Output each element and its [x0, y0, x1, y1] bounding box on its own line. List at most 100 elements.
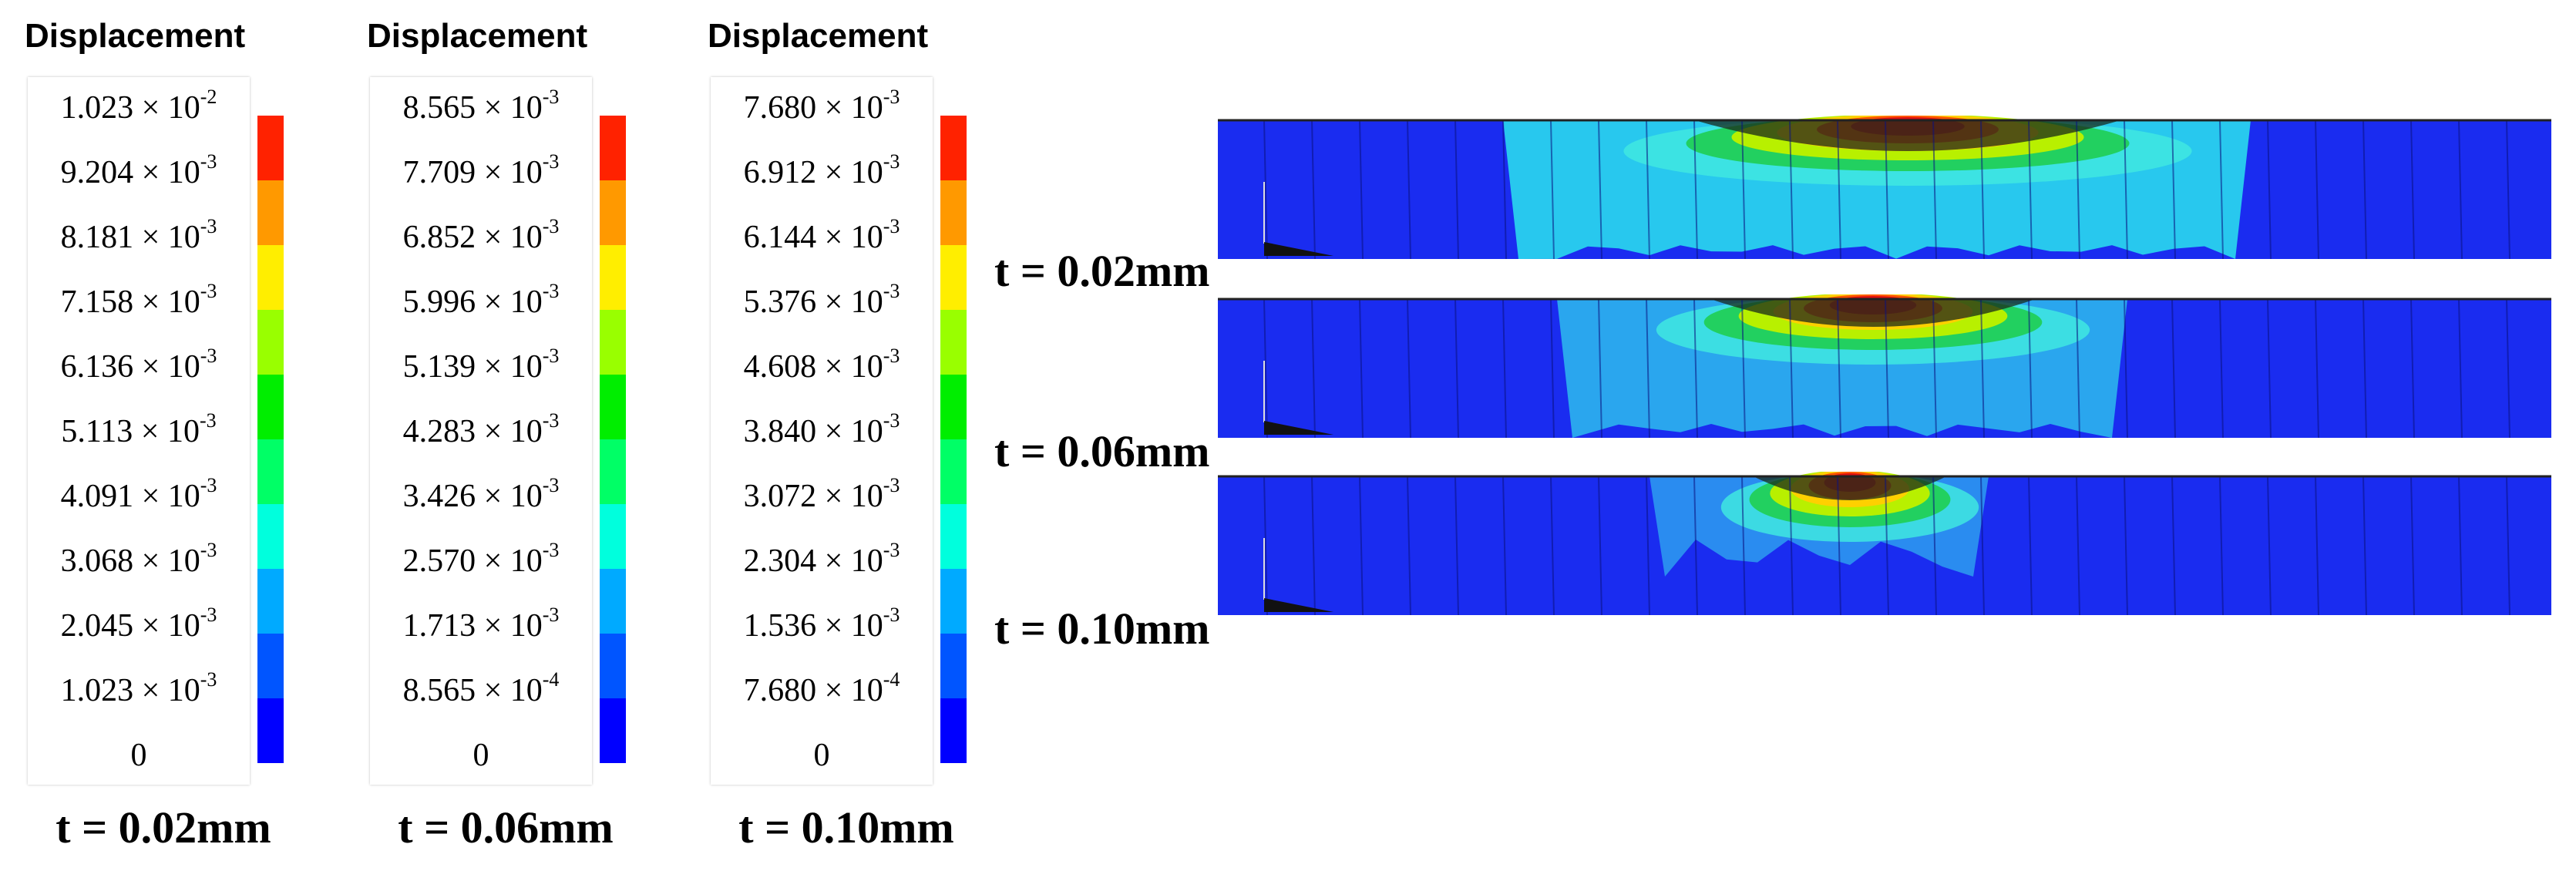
color-bar-segment [257, 375, 284, 439]
mesh-line [2028, 476, 2033, 616]
mesh-line [1932, 298, 1937, 439]
mesh-line [2219, 119, 2224, 260]
mesh-line [1598, 298, 1602, 439]
legend-value: 3.426 × 10-3 [402, 474, 560, 515]
mesh-line [2506, 119, 2510, 260]
mesh-line [1646, 119, 1650, 260]
color-bar-segment [600, 310, 626, 375]
panel-thickness-label: t = 0.02mm [994, 246, 1210, 296]
mesh-line [1359, 119, 1364, 260]
mesh-line [1263, 476, 1268, 616]
contour-plot [1218, 294, 2551, 439]
mesh-line [1885, 119, 1889, 260]
mesh-line [2315, 119, 2319, 260]
mesh-line [1502, 119, 1507, 260]
color-bar-segment [940, 375, 967, 439]
color-bar-segment [940, 116, 967, 180]
color-bar-segment [257, 116, 284, 180]
legend-value: 9.204 × 10-3 [60, 150, 217, 191]
color-bar-segment [600, 116, 626, 180]
mesh-line [1359, 476, 1364, 616]
color-bar-segment [257, 310, 284, 375]
mesh-line [1550, 476, 1555, 616]
legend-value: 1.023 × 10-2 [60, 86, 217, 126]
color-bar-segment [940, 569, 967, 634]
mesh-line [2124, 298, 2128, 439]
mesh-line [1311, 476, 1316, 616]
legend-label-box: 7.680 × 10-3 6.912 × 10-3 6.144 × 10-3 5… [711, 77, 933, 785]
mesh-line [1789, 298, 1794, 439]
legend-value: 7.709 × 10-3 [402, 150, 560, 191]
indentation-dent [1753, 476, 1947, 500]
color-bar-segment [600, 698, 626, 763]
mesh-line [2171, 298, 2176, 439]
mesh-line [2458, 298, 2463, 439]
mesh-line [2171, 119, 2176, 260]
legend-thickness-label: t = 0.06mm [398, 802, 614, 853]
mesh-line [1693, 476, 1698, 616]
legend-value: 8.181 × 10-3 [60, 215, 217, 256]
panel-thickness-label: t = 0.06mm [994, 426, 1210, 476]
mesh-line [1359, 298, 1364, 439]
legend-value: 7.680 × 10-4 [743, 668, 900, 709]
mesh-line [2028, 298, 2033, 439]
legend-value: 4.608 × 10-3 [743, 345, 900, 385]
legend-value: 7.680 × 10-3 [743, 86, 900, 126]
mesh-line [1311, 298, 1316, 439]
legend-value: 6.912 × 10-3 [743, 150, 900, 191]
legend-label-box: 8.565 × 10-3 7.709 × 10-3 6.852 × 10-3 5… [370, 77, 592, 785]
mesh-line [1693, 298, 1698, 439]
color-bar-segment [257, 634, 284, 698]
mesh-line [1741, 298, 1746, 439]
legend-value: 5.376 × 10-3 [743, 280, 900, 321]
legend-value: 5.113 × 10-3 [61, 409, 217, 450]
legend-value: 6.144 × 10-3 [743, 215, 900, 256]
legend-value: 4.091 × 10-3 [60, 474, 217, 515]
mesh-line [1598, 476, 1602, 616]
mesh-line [2124, 119, 2128, 260]
legend-value: 4.283 × 10-3 [402, 409, 560, 450]
legend-value: 2.045 × 10-3 [60, 604, 217, 644]
mesh-line [1502, 476, 1507, 616]
indentation-dent [1694, 120, 2121, 151]
mesh-line [1454, 298, 1459, 439]
color-bar-segment [940, 439, 967, 504]
mesh-line [1263, 298, 1268, 439]
mesh-line [2458, 476, 2463, 616]
color-bar-segment [940, 504, 967, 569]
mesh-line [2124, 476, 2128, 616]
mesh-line [2410, 298, 2415, 439]
color-bar-segment [600, 180, 626, 245]
legend-color-bar [940, 116, 967, 763]
legend-value: 0 [813, 738, 830, 773]
color-bar-segment [600, 569, 626, 634]
mesh-line [1502, 298, 1507, 439]
mesh-line [1454, 476, 1459, 616]
color-bar-segment [600, 504, 626, 569]
axis-triad [1264, 421, 1333, 435]
mesh-line [1550, 119, 1555, 260]
legend-value: 1.536 × 10-3 [743, 604, 900, 644]
simulation-panel-t002 [1218, 116, 2551, 270]
mesh-line [2028, 119, 2033, 260]
legend-thickness-label: t = 0.10mm [738, 802, 954, 853]
mesh-line [2362, 119, 2367, 260]
color-bar-segment [600, 375, 626, 439]
mesh-line [2362, 298, 2367, 439]
legend-t006: Displacement 8.565 × 10-3 7.709 × 10-3 6… [367, 0, 660, 871]
contour-plot [1218, 116, 2551, 260]
mesh-line [1837, 119, 1841, 260]
mesh-line [2315, 298, 2319, 439]
mesh-line [2076, 476, 2080, 616]
mesh-line [1980, 119, 1985, 260]
color-bar-segment [257, 180, 284, 245]
legend-title: Displacement [25, 17, 246, 55]
color-bar-segment [600, 245, 626, 310]
mesh-line [2267, 119, 2272, 260]
mesh-line [2267, 476, 2272, 616]
axis-triad [1264, 242, 1333, 256]
mesh-line [2076, 119, 2080, 260]
legend-value: 3.072 × 10-3 [743, 474, 900, 515]
mesh-line [1837, 476, 1841, 616]
mesh-line [1646, 476, 1650, 616]
